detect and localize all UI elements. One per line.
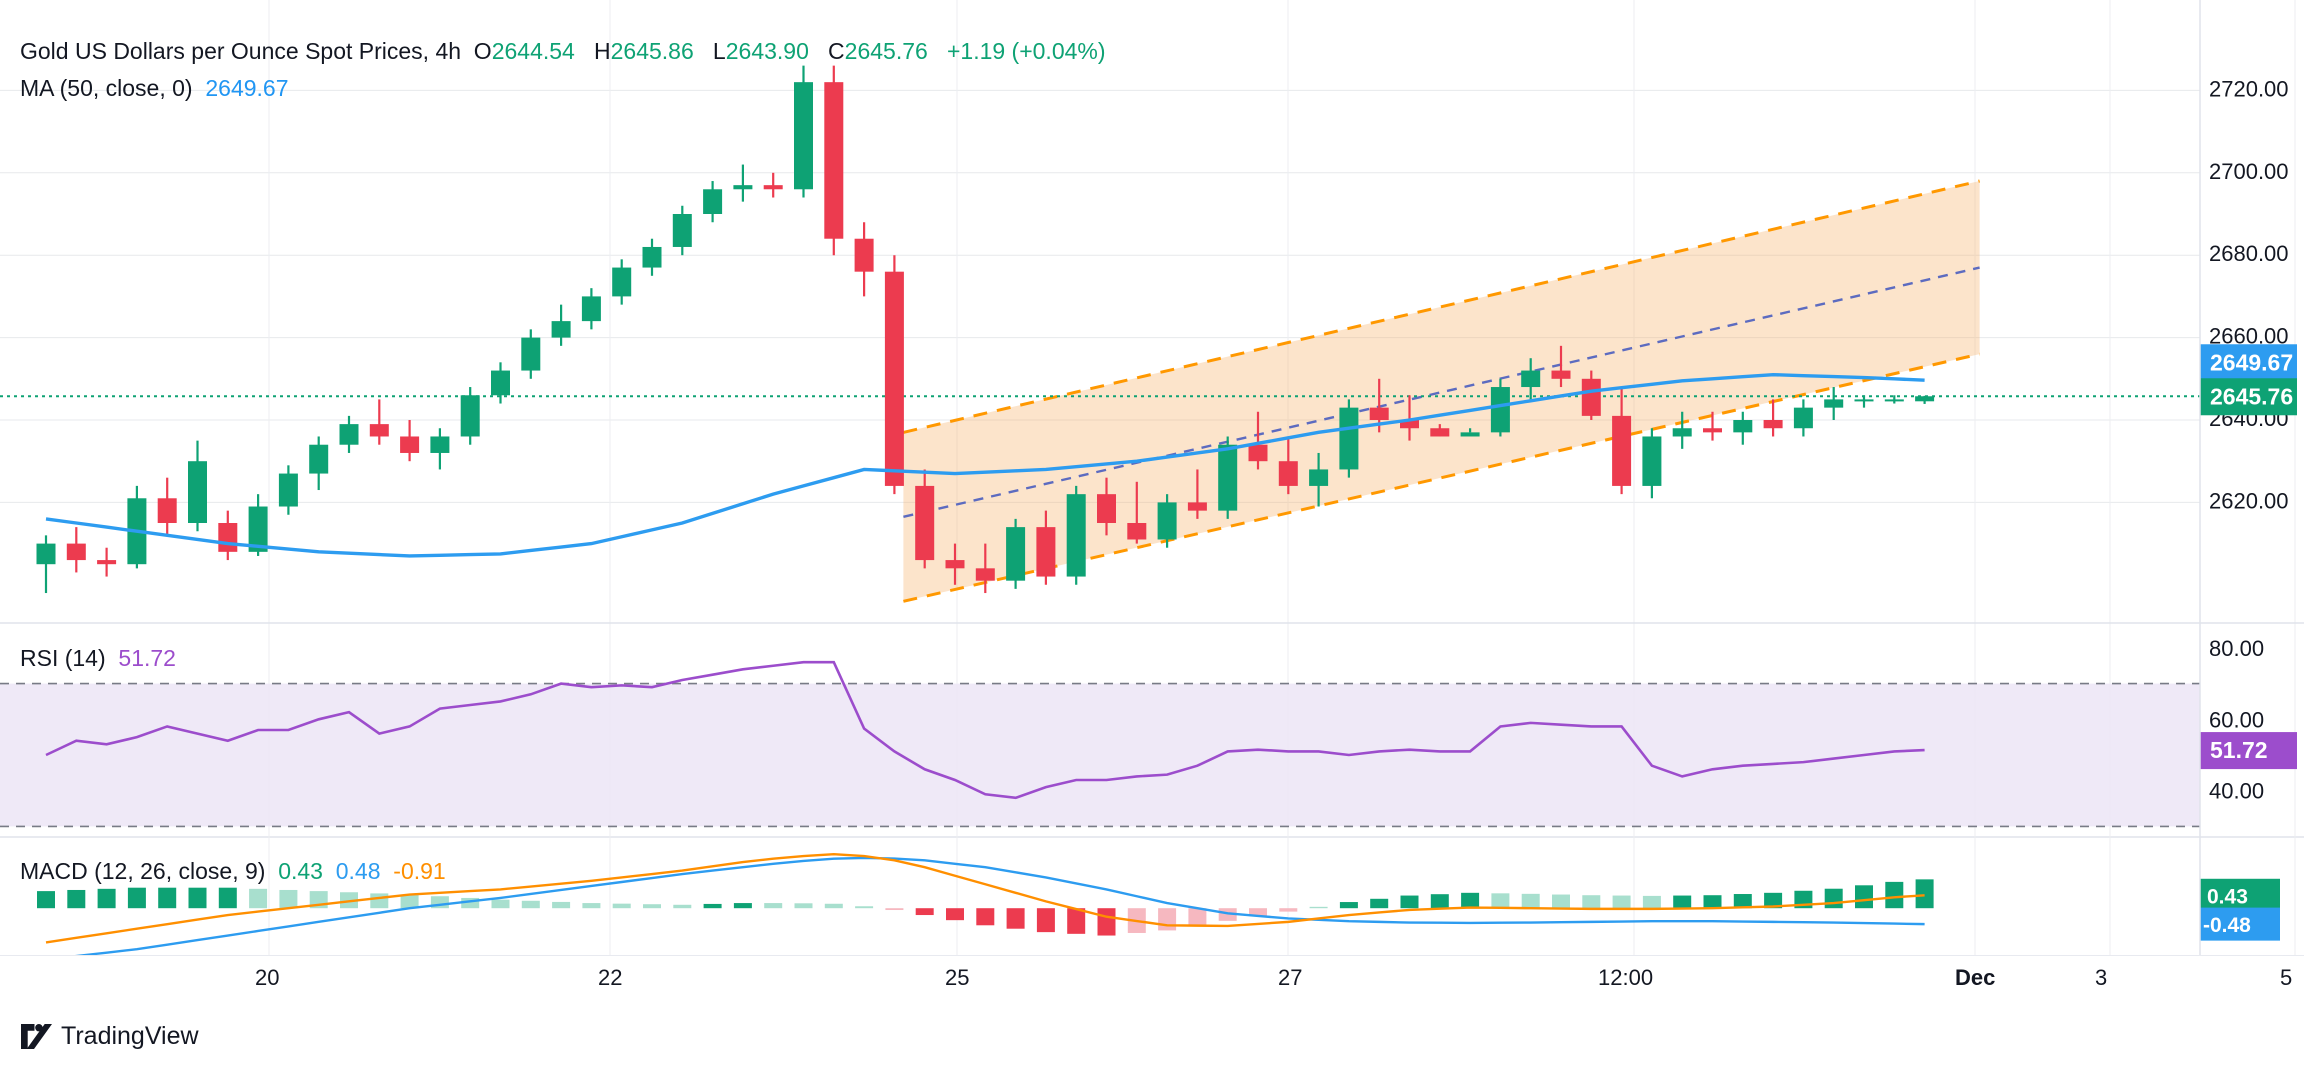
svg-text:2620.00: 2620.00	[2209, 488, 2289, 513]
svg-text:51.72: 51.72	[2210, 737, 2268, 763]
svg-text:2649.67: 2649.67	[2210, 349, 2293, 375]
svg-text:0.43: 0.43	[2207, 885, 2248, 908]
svg-text:40.00: 40.00	[2209, 779, 2264, 804]
svg-text:2700.00: 2700.00	[2209, 159, 2289, 184]
svg-text:27: 27	[1278, 965, 1302, 990]
svg-text:5: 5	[2280, 965, 2292, 990]
svg-text:25: 25	[945, 965, 969, 990]
svg-text:80.00: 80.00	[2209, 636, 2264, 661]
svg-text:3: 3	[2095, 965, 2107, 990]
svg-text:-0.48: -0.48	[2203, 914, 2251, 937]
svg-text:20: 20	[255, 965, 279, 990]
svg-text:60.00: 60.00	[2209, 707, 2264, 732]
svg-text:22: 22	[598, 965, 622, 990]
svg-text:Dec: Dec	[1955, 965, 1995, 990]
svg-text:2680.00: 2680.00	[2209, 241, 2289, 266]
svg-text:2720.00: 2720.00	[2209, 76, 2289, 101]
svg-text:2645.76: 2645.76	[2210, 383, 2293, 409]
svg-text:12:00: 12:00	[1598, 965, 1653, 990]
